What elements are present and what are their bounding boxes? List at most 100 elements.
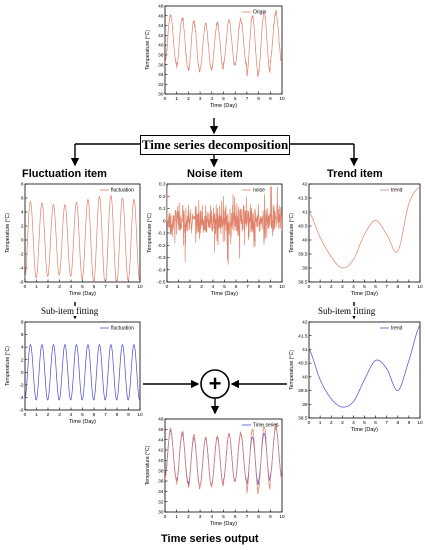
- x-tick-label: 5: [81, 412, 84, 418]
- decomposition-label: Time series decomposition: [141, 137, 289, 152]
- x-tick-label: 1: [175, 514, 178, 520]
- x-tick-label: 3: [199, 514, 202, 520]
- x-tick-label: 6: [374, 284, 377, 290]
- y-tick-label: 38: [158, 52, 164, 58]
- y-tick-label: 40.5: [298, 224, 308, 230]
- x-axis-label: Time (Day): [210, 521, 237, 527]
- fitting-label-right: Sub-item fitting: [317, 306, 377, 316]
- x-tick-label: 8: [396, 284, 399, 290]
- x-tick-label: 7: [104, 412, 107, 418]
- y-tick-label: 0.3: [159, 182, 166, 188]
- x-tick-label: 4: [212, 284, 215, 290]
- chart-fluctuation_fit: 0 1 2 3 4 5 6 7 8 9 10 -6 -4 -2 0 2 4 6 8 Time (Day) Tempera…: [5, 320, 143, 425]
- x-tick-label: 3: [341, 420, 344, 426]
- y-tick-label: 34: [158, 489, 164, 495]
- y-axis-label: Temperature (°C): [5, 213, 11, 253]
- y-tick-label: 42: [158, 448, 164, 454]
- y-tick-label: 40: [302, 238, 308, 244]
- x-tick-label: 5: [363, 284, 366, 290]
- decomposition-box: Time series decomposition: [140, 135, 290, 155]
- y-tick-label: 46: [158, 427, 164, 433]
- y-tick-label: -0.3: [157, 255, 166, 261]
- y-tick-label: 46: [158, 13, 164, 19]
- x-axis-label: Time (Day): [211, 291, 238, 297]
- plus-symbol: +: [209, 371, 222, 396]
- x-tick-label: 7: [385, 420, 388, 426]
- y-tick-label: 38: [158, 468, 164, 474]
- x-tick-label: 1: [35, 284, 38, 290]
- y-tick-label: 41.5: [298, 333, 308, 339]
- y-tick-label: 44: [158, 23, 164, 29]
- x-tick-label: 8: [257, 96, 260, 102]
- y-tick-label: 48: [158, 4, 164, 10]
- fitting-label-left: Sub-item fitting: [40, 306, 100, 316]
- x-tick-label: 6: [235, 284, 238, 290]
- x-tick-label: 10: [137, 284, 143, 290]
- legend-label: Time series: [253, 423, 279, 429]
- x-tick-label: 9: [127, 284, 130, 290]
- series-line-trend: [309, 324, 420, 408]
- series-line-Time series: [165, 427, 282, 487]
- x-tick-label: 4: [70, 412, 73, 418]
- y-tick-label: 0: [21, 370, 24, 376]
- x-tick-label: 10: [279, 96, 285, 102]
- y-tick-label: -0.5: [157, 280, 166, 286]
- y-tick-label: 48: [158, 417, 164, 423]
- y-tick-label: 41: [302, 210, 308, 216]
- x-tick-label: 0: [24, 412, 27, 418]
- x-tick-label: 7: [246, 96, 249, 102]
- x-tick-label: 2: [47, 284, 50, 290]
- y-tick-label: 2: [21, 357, 24, 363]
- y-axis-label: Temperature (°C): [145, 30, 151, 70]
- x-tick-label: 1: [319, 284, 322, 290]
- x-tick-label: 6: [93, 284, 96, 290]
- trend-title: Trend item: [327, 168, 383, 180]
- x-tick-label: 9: [269, 96, 272, 102]
- x-tick-label: 8: [257, 514, 260, 520]
- y-tick-label: 30: [158, 92, 164, 98]
- x-axis-label: Time (Day): [69, 291, 96, 297]
- x-tick-label: 8: [116, 284, 119, 290]
- x-tick-label: 6: [93, 412, 96, 418]
- x-tick-label: 7: [385, 284, 388, 290]
- y-tick-label: 6: [21, 196, 24, 202]
- y-axis-label: Temperature (°C): [289, 350, 295, 390]
- y-axis-label: Temperature (°C): [5, 346, 11, 386]
- chart-fluctuation: 0 1 2 3 4 5 6 7 8 9 10 -6 -4 -2 0 2 4 6 8 Time (Day) Tempera…: [5, 182, 143, 297]
- y-tick-label: 36: [158, 62, 164, 68]
- series-line-trend: [309, 186, 420, 269]
- x-axis-label: Time (Day): [351, 291, 378, 297]
- x-tick-label: 3: [58, 412, 61, 418]
- y-tick-label: -6: [19, 408, 24, 414]
- y-tick-label: 4: [21, 345, 24, 351]
- y-tick-label: 39: [302, 402, 308, 408]
- y-tick-label: 42: [302, 320, 308, 326]
- y-tick-label: 38.5: [298, 280, 308, 286]
- y-tick-label: -0.2: [157, 243, 166, 249]
- y-tick-label: 30: [158, 510, 164, 516]
- y-tick-label: 42: [302, 182, 308, 188]
- y-tick-label: -2: [19, 252, 24, 258]
- x-tick-label: 0: [166, 284, 169, 290]
- series-line-fluctuation: [25, 195, 140, 282]
- y-tick-label: 39.5: [298, 252, 308, 258]
- x-tick-label: 1: [35, 412, 38, 418]
- plot-frame: [24, 321, 141, 411]
- x-tick-label: 6: [374, 420, 377, 426]
- x-tick-label: 6: [234, 96, 237, 102]
- x-tick-label: 9: [269, 284, 272, 290]
- x-axis-label: Time (Day): [351, 427, 378, 433]
- y-tick-label: 40: [302, 374, 308, 380]
- x-tick-label: 10: [417, 284, 423, 290]
- y-tick-label: 34: [158, 72, 164, 78]
- chart-noise: 0 1 2 3 4 5 6 7 8 9 10 -0.5 -0.4 -0.3 -0.2 -0.1 0 0.1 0.2 0…: [147, 182, 285, 297]
- y-tick-label: 0: [21, 238, 24, 244]
- y-tick-label: 0: [163, 218, 166, 224]
- y-axis-label: Temperature (°C): [289, 213, 295, 253]
- y-tick-label: 32: [158, 499, 164, 505]
- y-tick-label: 40: [158, 458, 164, 464]
- y-tick-label: 40: [158, 43, 164, 49]
- y-tick-label: 39: [302, 266, 308, 272]
- x-tick-label: 3: [199, 96, 202, 102]
- x-tick-label: 0: [308, 420, 311, 426]
